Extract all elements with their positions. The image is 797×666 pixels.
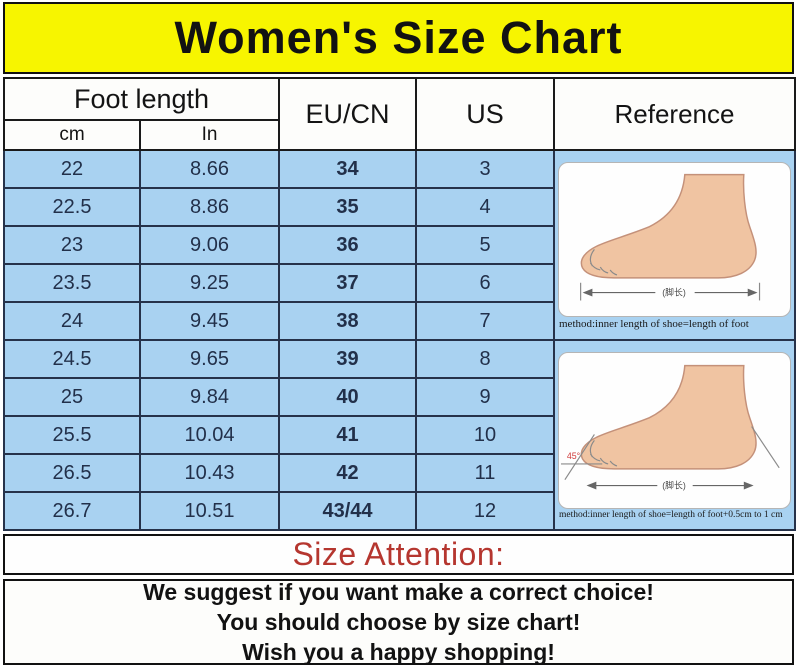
col-header-cm: cm <box>3 119 141 151</box>
cell-eu-cn: 40 <box>278 377 417 417</box>
col-header-eu-cn: EU/CN <box>278 77 417 151</box>
table-row: 25.5 10.04 41 10 <box>3 415 795 455</box>
foot-length-label: (脚长) <box>662 479 686 490</box>
cell-eu-cn: 36 <box>278 225 417 265</box>
reference-caption-2: method:inner length of shoe=length of fo… <box>559 509 783 520</box>
title-banner: Women's Size Chart <box>3 2 794 74</box>
foot-measure-figure-2: 45° (脚长) <box>558 351 791 509</box>
cell-eu-cn: 38 <box>278 301 417 341</box>
attention-title: Size Attention: <box>292 536 505 572</box>
cell-foot-length-cm: 24.5 <box>3 339 141 379</box>
cell-us: 5 <box>415 225 555 265</box>
cell-foot-length-cm: 22 <box>3 149 141 189</box>
cell-us: 7 <box>415 301 555 341</box>
cell-us: 4 <box>415 187 555 227</box>
table-row: 25 9.84 40 9 <box>3 377 795 417</box>
cell-us: 12 <box>415 491 555 531</box>
footer-line-2: You should choose by size chart! <box>216 609 581 635</box>
col-header-us: US <box>415 77 555 151</box>
footer-line-3: Wish you a happy shopping! <box>242 639 555 665</box>
table-row: 24 9.45 38 7 <box>3 301 795 341</box>
cell-eu-cn: 34 <box>278 149 417 189</box>
cell-foot-length-cm: 25.5 <box>3 415 141 455</box>
footer-line-1: We suggest if you want make a correct ch… <box>143 579 654 605</box>
header-row-2: cm In <box>3 119 795 151</box>
page-title: Women's Size Chart <box>174 12 623 63</box>
table-row: 24.5 9.65 39 8 45° <box>3 339 796 531</box>
foot-measure-figure-1: (脚长) <box>558 161 791 317</box>
col-header-reference: Reference <box>553 77 796 151</box>
header-row-1: Foot length EU/CN US Reference <box>3 77 796 151</box>
cell-eu-cn: 37 <box>278 263 417 303</box>
table-row: 22 8.66 34 3 <box>3 149 796 341</box>
angle-45-label: 45° <box>567 451 580 461</box>
cell-eu-cn: 35 <box>278 187 417 227</box>
reference-cell-2: 45° (脚长) method:inner length of shoe=len… <box>553 339 796 531</box>
cell-foot-length-in: 9.65 <box>139 339 280 379</box>
table-row: 22.5 8.86 35 4 <box>3 187 795 227</box>
cell-foot-length-in: 10.43 <box>139 453 280 493</box>
cell-foot-length-cm: 24 <box>3 301 141 341</box>
cell-foot-length-cm: 25 <box>3 377 141 417</box>
cell-foot-length-cm: 26.7 <box>3 491 141 531</box>
cell-foot-length-in: 9.84 <box>139 377 280 417</box>
cell-foot-length-in: 9.45 <box>139 301 280 341</box>
table-row: 23 9.06 36 5 <box>3 225 795 265</box>
table-row: 23.5 9.25 37 6 <box>3 263 795 303</box>
cell-foot-length-in: 9.25 <box>139 263 280 303</box>
cell-foot-length-cm: 23.5 <box>3 263 141 303</box>
table-row: 26.7 10.51 43/44 12 <box>3 491 795 531</box>
cell-us: 8 <box>415 339 555 379</box>
foot-length-label: (脚长) <box>662 286 686 297</box>
size-chart-page: Women's Size Chart Foot length EU/CN US … <box>3 2 796 665</box>
cell-foot-length-in: 8.86 <box>139 187 280 227</box>
col-header-foot-length: Foot length <box>3 77 280 121</box>
foot-illustration-icon: 45° (脚长) <box>560 364 780 490</box>
size-table: Foot length EU/CN US Reference cm In 22 … <box>3 77 796 531</box>
cell-us: 3 <box>415 149 555 189</box>
cell-foot-length-in: 8.66 <box>139 149 280 189</box>
cell-us: 6 <box>415 263 555 303</box>
cell-foot-length-in: 10.04 <box>139 415 280 455</box>
cell-foot-length-cm: 23 <box>3 225 141 265</box>
cell-foot-length-cm: 26.5 <box>3 453 141 493</box>
footer-note: We suggest if you want make a correct ch… <box>3 579 794 665</box>
cell-us: 11 <box>415 453 555 493</box>
cell-eu-cn: 42 <box>278 453 417 493</box>
cell-eu-cn: 41 <box>278 415 417 455</box>
cell-us: 9 <box>415 377 555 417</box>
table-row: 26.5 10.43 42 11 <box>3 453 795 493</box>
cell-foot-length-in: 10.51 <box>139 491 280 531</box>
reference-caption-1: method:inner length of shoe=length of fo… <box>559 317 749 330</box>
foot-illustration-icon: (脚长) <box>580 173 761 300</box>
cell-foot-length-in: 9.06 <box>139 225 280 265</box>
attention-banner: Size Attention: <box>3 534 794 575</box>
reference-cell-1: (脚长) method:inner length of shoe=length … <box>553 149 796 341</box>
cell-eu-cn: 39 <box>278 339 417 379</box>
col-header-in: In <box>139 119 280 151</box>
cell-foot-length-cm: 22.5 <box>3 187 141 227</box>
cell-us: 10 <box>415 415 555 455</box>
cell-eu-cn: 43/44 <box>278 491 417 531</box>
